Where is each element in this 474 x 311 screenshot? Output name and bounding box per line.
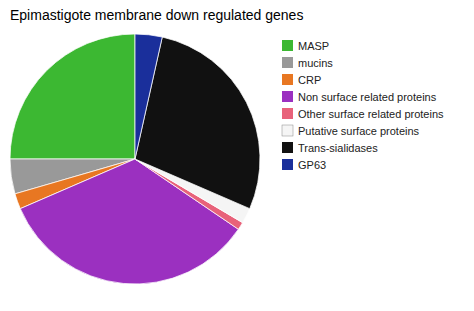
legend-swatch <box>282 142 293 153</box>
legend-item: MASP <box>282 40 329 52</box>
legend-item: mucins <box>282 57 333 69</box>
legend-item: CRP <box>282 74 321 86</box>
chart-svg: Epimastigote membrane down regulated gen… <box>0 0 474 311</box>
pie-slice <box>135 34 162 159</box>
legend-label: mucins <box>298 57 333 69</box>
legend-swatch <box>282 91 293 102</box>
legend-item: Other surface related proteins <box>282 108 444 120</box>
legend-item: GP63 <box>282 159 326 171</box>
legend-label: Non surface related proteins <box>298 91 437 103</box>
pie-group <box>10 34 260 284</box>
legend-label: MASP <box>298 40 329 52</box>
pie-slice <box>10 34 135 159</box>
legend-label: GP63 <box>298 159 326 171</box>
legend-item: Trans-sialidases <box>282 142 378 154</box>
legend-swatch <box>282 74 293 85</box>
legend-swatch <box>282 108 293 119</box>
legend: MASP mucins CRP Non surface related protein… <box>282 40 444 171</box>
legend-item: Non surface related proteins <box>282 91 437 103</box>
legend-swatch <box>282 125 293 136</box>
legend-label: Other surface related proteins <box>298 108 444 120</box>
legend-swatch <box>282 40 293 51</box>
legend-swatch <box>282 159 293 170</box>
legend-item: Putative surface proteins <box>282 125 420 137</box>
chart-title: Epimastigote membrane down regulated gen… <box>10 7 303 23</box>
legend-label: Trans-sialidases <box>298 142 378 154</box>
legend-swatch <box>282 57 293 68</box>
legend-label: CRP <box>298 74 321 86</box>
legend-label: Putative surface proteins <box>298 125 420 137</box>
